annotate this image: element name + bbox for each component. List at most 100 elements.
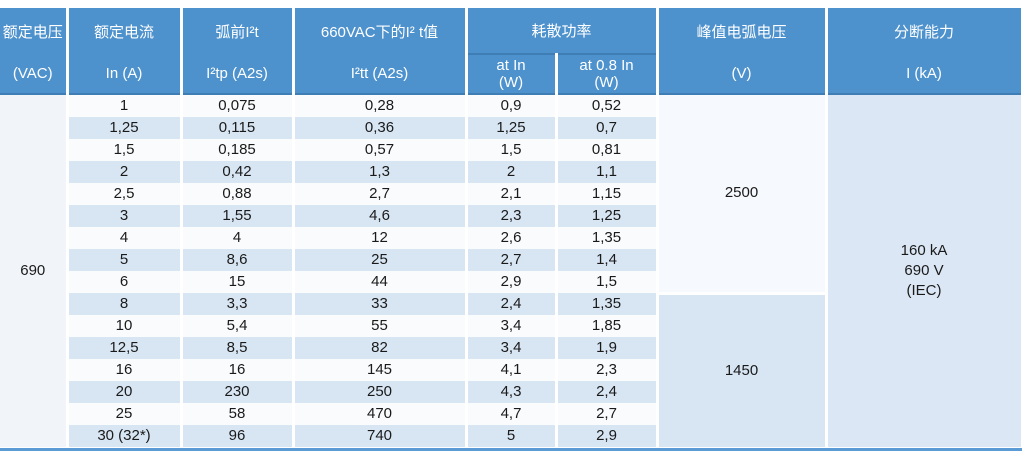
cell-in: 1,25 bbox=[67, 117, 183, 139]
cell-p-in: 2,9 bbox=[464, 271, 558, 293]
cell-i2tp: 8,6 bbox=[179, 249, 295, 271]
prearc-i2t-title: 弧前I²t bbox=[215, 23, 259, 41]
header-cell-at-in: at In (W) bbox=[466, 53, 558, 95]
cell-p-08in: 1,35 bbox=[554, 293, 659, 315]
cell-i2tp: 0,185 bbox=[179, 139, 295, 161]
cell-i2tp: 16 bbox=[179, 359, 295, 381]
table-row: 1,25 0,115 0,36 1,25 0,7 bbox=[0, 117, 1022, 139]
cell-in: 20 bbox=[67, 381, 183, 403]
table-row: 20 230 250 4,3 2,4 bbox=[0, 381, 1022, 403]
cell-p-in: 5 bbox=[464, 425, 558, 447]
cell-in: 1,5 bbox=[67, 139, 183, 161]
cell-in: 10 bbox=[67, 315, 183, 337]
cell-i2tt: 145 bbox=[291, 359, 468, 381]
cell-p-08in: 1,25 bbox=[554, 205, 659, 227]
header-cell-rated-current: 额定电流 In (A) bbox=[65, 8, 183, 95]
cell-p-in: 1,25 bbox=[464, 117, 558, 139]
power-dissipation-title: 耗散功率 bbox=[531, 23, 592, 40]
cell-in: 5 bbox=[67, 249, 183, 271]
table-row: 3 1,55 4,6 2,3 1,25 bbox=[0, 205, 1022, 227]
cell-i2tt: 12 bbox=[291, 227, 468, 249]
cell-p-in: 4,1 bbox=[464, 359, 558, 381]
breaking-capacity-line: 160 kA bbox=[900, 242, 948, 259]
at-in-line2: (W) bbox=[498, 74, 524, 91]
header-row-titles: 额定电压 (VAC) 额定电流 In (A) 弧前I²t I²tp (A2s) bbox=[0, 8, 1024, 95]
breaking-capacity-unit: I (kA) bbox=[906, 65, 942, 82]
cell-i2tt: 33 bbox=[291, 293, 468, 315]
header-row-subheaders: at In (W) at 0.8 In (W) bbox=[0, 53, 1022, 95]
table-row: 2 0,42 1,3 2 1,1 bbox=[0, 161, 1022, 183]
cell-p-08in: 2,7 bbox=[554, 403, 659, 425]
cell-p-in: 2,1 bbox=[464, 183, 558, 205]
cell-in: 6 bbox=[67, 271, 183, 293]
cell-i2tp: 5,4 bbox=[179, 315, 295, 337]
cell-i2tp: 0,115 bbox=[179, 117, 295, 139]
at-08in-line2: (W) bbox=[594, 74, 619, 91]
peak-arc-voltage-unit: (V) bbox=[731, 65, 752, 82]
cell-p-in: 2,3 bbox=[464, 205, 558, 227]
rated-current-unit: In (A) bbox=[105, 65, 143, 82]
header-cell-peak-arc-voltage: 峰值电弧电压 (V) bbox=[655, 8, 828, 95]
header-cell-rated-voltage: 额定电压 (VAC) bbox=[0, 8, 69, 95]
cell-i2tt: 740 bbox=[291, 425, 468, 447]
cell-i2tt: 55 bbox=[291, 315, 468, 337]
cell-i2tp: 58 bbox=[179, 403, 295, 425]
cell-in: 25 bbox=[67, 403, 183, 425]
table-row: 5 8,6 25 2,7 1,4 bbox=[0, 249, 1022, 271]
cell-in: 12,5 bbox=[67, 337, 183, 359]
cell-i2tt: 82 bbox=[291, 337, 468, 359]
bottom-accent-bar bbox=[0, 448, 1022, 451]
cell-i2tt: 0,57 bbox=[291, 139, 468, 161]
cell-p-08in: 2,3 bbox=[554, 359, 659, 381]
table-row: 12,5 8,5 82 3,4 1,9 bbox=[0, 337, 1022, 359]
table-row: 1,5 0,185 0,57 1,5 0,81 bbox=[0, 139, 1022, 161]
table-row: 8 3,3 33 2,4 1,35 1450 bbox=[0, 291, 1022, 447]
fuse-spec-table: 额定电压 (VAC) 额定电流 In (A) 弧前I²t I²tp (A2s) bbox=[0, 8, 1024, 447]
table-row: 4 4 12 2,6 1,35 bbox=[0, 227, 1022, 249]
cell-p-08in: 1,9 bbox=[554, 337, 659, 359]
cell-i2tt: 4,6 bbox=[291, 205, 468, 227]
cell-in: 8 bbox=[67, 293, 183, 315]
cell-p-08in: 1,1 bbox=[554, 161, 659, 183]
cell-i2tp: 96 bbox=[179, 425, 295, 447]
table-header: 额定电压 (VAC) 额定电流 In (A) 弧前I²t I²tp (A2s) bbox=[0, 8, 1024, 95]
cell-i2tp: 4 bbox=[179, 227, 295, 249]
cell-i2tp: 1,55 bbox=[179, 205, 295, 227]
cell-p-in: 2,4 bbox=[464, 293, 558, 315]
cell-i2tp: 0,075 bbox=[179, 94, 295, 117]
cell-i2tt: 44 bbox=[291, 271, 468, 293]
cell-i2tp: 0,42 bbox=[179, 161, 295, 183]
cell-i2tp: 15 bbox=[179, 271, 295, 293]
table-row: 2,5 0,88 2,7 2,1 1,15 bbox=[0, 183, 1022, 205]
cell-p-in: 3,4 bbox=[464, 337, 558, 359]
cell-in: 16 bbox=[67, 359, 183, 381]
table-row: 25 58 470 4,7 2,7 bbox=[0, 403, 1022, 425]
cell-p-08in: 2,9 bbox=[554, 425, 659, 447]
table-row: 690 1 0,075 0,28 0,9 0,52 2500 160 kA 690 V (IEC) bbox=[0, 94, 1024, 447]
cell-p-in: 2,7 bbox=[464, 249, 558, 271]
header-cell-power-dissipation: 耗散功率 bbox=[464, 8, 659, 55]
cell-in: 3 bbox=[67, 205, 183, 227]
cell-in: 2 bbox=[67, 161, 183, 183]
cell-i2tp: 8,5 bbox=[179, 337, 295, 359]
header-cell-breaking-capacity: 分断能力 I (kA) bbox=[824, 8, 1024, 95]
cell-peak-arc-voltage-2500: 2500 bbox=[655, 94, 828, 293]
cell-peak-arc-voltage-1450: 1450 bbox=[655, 291, 828, 447]
cell-p-in: 1,5 bbox=[464, 139, 558, 161]
cell-p-08in: 1,5 bbox=[554, 271, 659, 293]
table-row: 10 5,4 55 3,4 1,85 bbox=[0, 315, 1022, 337]
at-in-line1: at In bbox=[496, 57, 526, 74]
peak-arc-voltage-title: 峰值电弧电压 bbox=[696, 23, 787, 41]
rated-voltage-unit: (VAC) bbox=[12, 65, 53, 82]
cell-p-in: 2 bbox=[464, 161, 558, 183]
cell-i2tp: 230 bbox=[179, 381, 295, 403]
prearc-i2t-unit: I²tp (A2s) bbox=[206, 65, 268, 82]
cell-i2tt: 0,36 bbox=[291, 117, 468, 139]
cell-i2tt: 250 bbox=[291, 381, 468, 403]
at-08in-line1: at 0.8 In bbox=[579, 57, 634, 74]
breaking-capacity-line: 690 V bbox=[904, 262, 944, 279]
cell-p-08in: 0,52 bbox=[554, 94, 659, 117]
cell-i2tt: 0,28 bbox=[291, 94, 468, 117]
cell-rated-voltage: 690 bbox=[0, 94, 69, 447]
